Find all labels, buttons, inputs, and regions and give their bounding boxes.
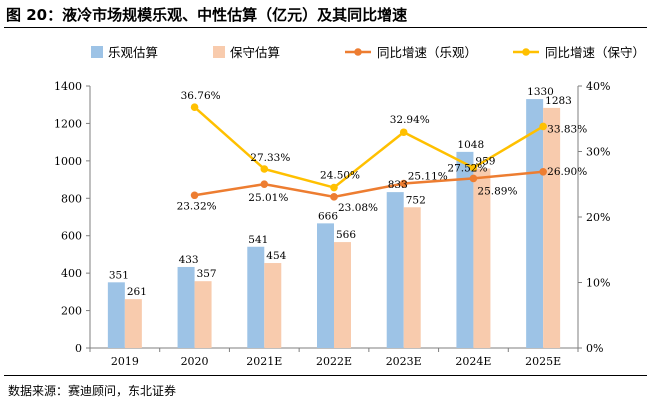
bar-conservative: [194, 281, 212, 348]
point-growth-conservative: [330, 183, 338, 192]
x-tick-label: 2019: [111, 355, 139, 368]
legend-label: 同比增速（乐观）: [377, 45, 477, 60]
bar-value-label: 1048: [457, 139, 484, 151]
y-left-tick-label: 200: [61, 305, 82, 318]
bar-conservative: [473, 168, 491, 348]
bar-conservative: [403, 207, 421, 348]
title-rule: [4, 27, 647, 28]
x-tick-label: 2020: [181, 355, 209, 368]
line-growth-optimistic: [194, 170, 544, 199]
bar-value-label: 541: [248, 234, 268, 246]
bar-value-label: 454: [266, 250, 286, 262]
bar-value-label: 959: [475, 156, 495, 168]
source-note: 数据来源：赛迪顾问，东北证券: [8, 384, 177, 398]
line-value-label: 24.50%: [320, 170, 360, 182]
y-right-tick-label: 30%: [586, 146, 610, 159]
line-value-label: 25.11%: [408, 171, 448, 183]
line-value-label: 27.33%: [250, 152, 290, 164]
bar-value-label: 357: [197, 268, 217, 280]
line-value-label: 32.94%: [390, 114, 430, 126]
bar-value-label: 433: [179, 254, 199, 266]
bar-value-label: 1330: [527, 86, 554, 98]
line-value-label: 26.90%: [547, 166, 587, 178]
point-growth-conservative: [260, 165, 269, 173]
bar-optimistic: [177, 266, 195, 348]
bar-conservative: [543, 107, 561, 348]
bars: [107, 99, 561, 348]
x-tick-label: 2025E: [525, 355, 561, 368]
y-left-tick-label: 400: [61, 267, 82, 280]
line-value-label: 33.83%: [547, 123, 587, 135]
bar-conservative: [264, 263, 282, 348]
bar-conservative: [124, 299, 142, 348]
legend-label: 乐观估算: [108, 45, 158, 60]
y-right-tick-label: 0%: [586, 342, 603, 355]
legend-swatch: [91, 46, 103, 58]
legend-label: 保守估算: [230, 45, 280, 60]
y-right-tick-label: 10%: [586, 277, 610, 290]
bar-value-label: 351: [109, 269, 129, 281]
point-growth-optimistic: [190, 191, 199, 200]
y-right-tick-label: 20%: [586, 211, 610, 224]
y-right-tick-label: 40%: [586, 80, 610, 93]
bar-value-label: 566: [336, 229, 356, 241]
y-left-tick-label: 1200: [54, 117, 82, 130]
y-left-tick-label: 600: [61, 230, 82, 243]
point-growth-optimistic: [399, 179, 408, 188]
data-labels: 351 433 541 666 833 1048 1330 261 357 454 566 752 95…: [109, 86, 587, 298]
y-left-tick-label: 0: [75, 342, 82, 355]
point-growth-conservative: [539, 122, 547, 131]
bar-optimistic: [456, 151, 474, 348]
y-left-tick-label: 800: [61, 192, 82, 205]
point-growth-optimistic: [260, 180, 269, 188]
lines: [190, 103, 547, 201]
bar-value-label: 1283: [545, 95, 572, 107]
bar-optimistic: [247, 246, 265, 348]
x-tick-label: 2024E: [455, 355, 491, 368]
point-growth-optimistic: [539, 168, 547, 176]
legend-marker: [522, 48, 530, 56]
line-value-label: 25.01%: [248, 192, 288, 204]
y-left-tick-label: 1400: [54, 80, 82, 93]
point-growth-optimistic: [469, 174, 478, 183]
point-growth-conservative: [469, 163, 478, 172]
chart-title: 图 20：液冷市场规模乐观、中性估算（亿元）及其同比增速: [6, 6, 408, 24]
legend-swatch: [213, 46, 225, 58]
line-value-label: 23.08%: [338, 202, 378, 214]
x-tick-label: 2022E: [316, 355, 352, 368]
point-growth-conservative: [190, 103, 199, 112]
x-tick-label: 2021E: [246, 355, 282, 368]
y-left-tick-label: 1000: [54, 155, 82, 168]
bar-optimistic: [386, 192, 404, 348]
line-value-label: 36.76%: [181, 90, 221, 102]
line-value-label: 27.52%: [447, 163, 487, 175]
legend-marker: [354, 48, 362, 56]
bottom-rule: [4, 375, 647, 376]
bar-optimistic: [526, 99, 544, 348]
bar-optimistic: [107, 282, 125, 348]
bar-value-label: 261: [127, 286, 147, 298]
x-tick-label: 2023E: [386, 355, 422, 368]
legend: 乐观估算 保守估算 同比增速（乐观） 同比增速（保守）: [91, 45, 645, 60]
bar-value-label: 666: [318, 210, 338, 222]
line-value-label: 25.89%: [477, 185, 517, 197]
bar-conservative: [334, 242, 351, 348]
bar-value-label: 833: [388, 179, 408, 191]
point-growth-conservative: [399, 128, 408, 137]
line-value-label: 23.32%: [177, 200, 217, 212]
bar-value-label: 752: [406, 194, 426, 206]
legend-label: 同比增速（保守）: [545, 45, 645, 60]
bar-optimistic: [317, 223, 334, 348]
line-growth-conservative: [193, 106, 544, 189]
point-growth-optimistic: [330, 193, 338, 201]
